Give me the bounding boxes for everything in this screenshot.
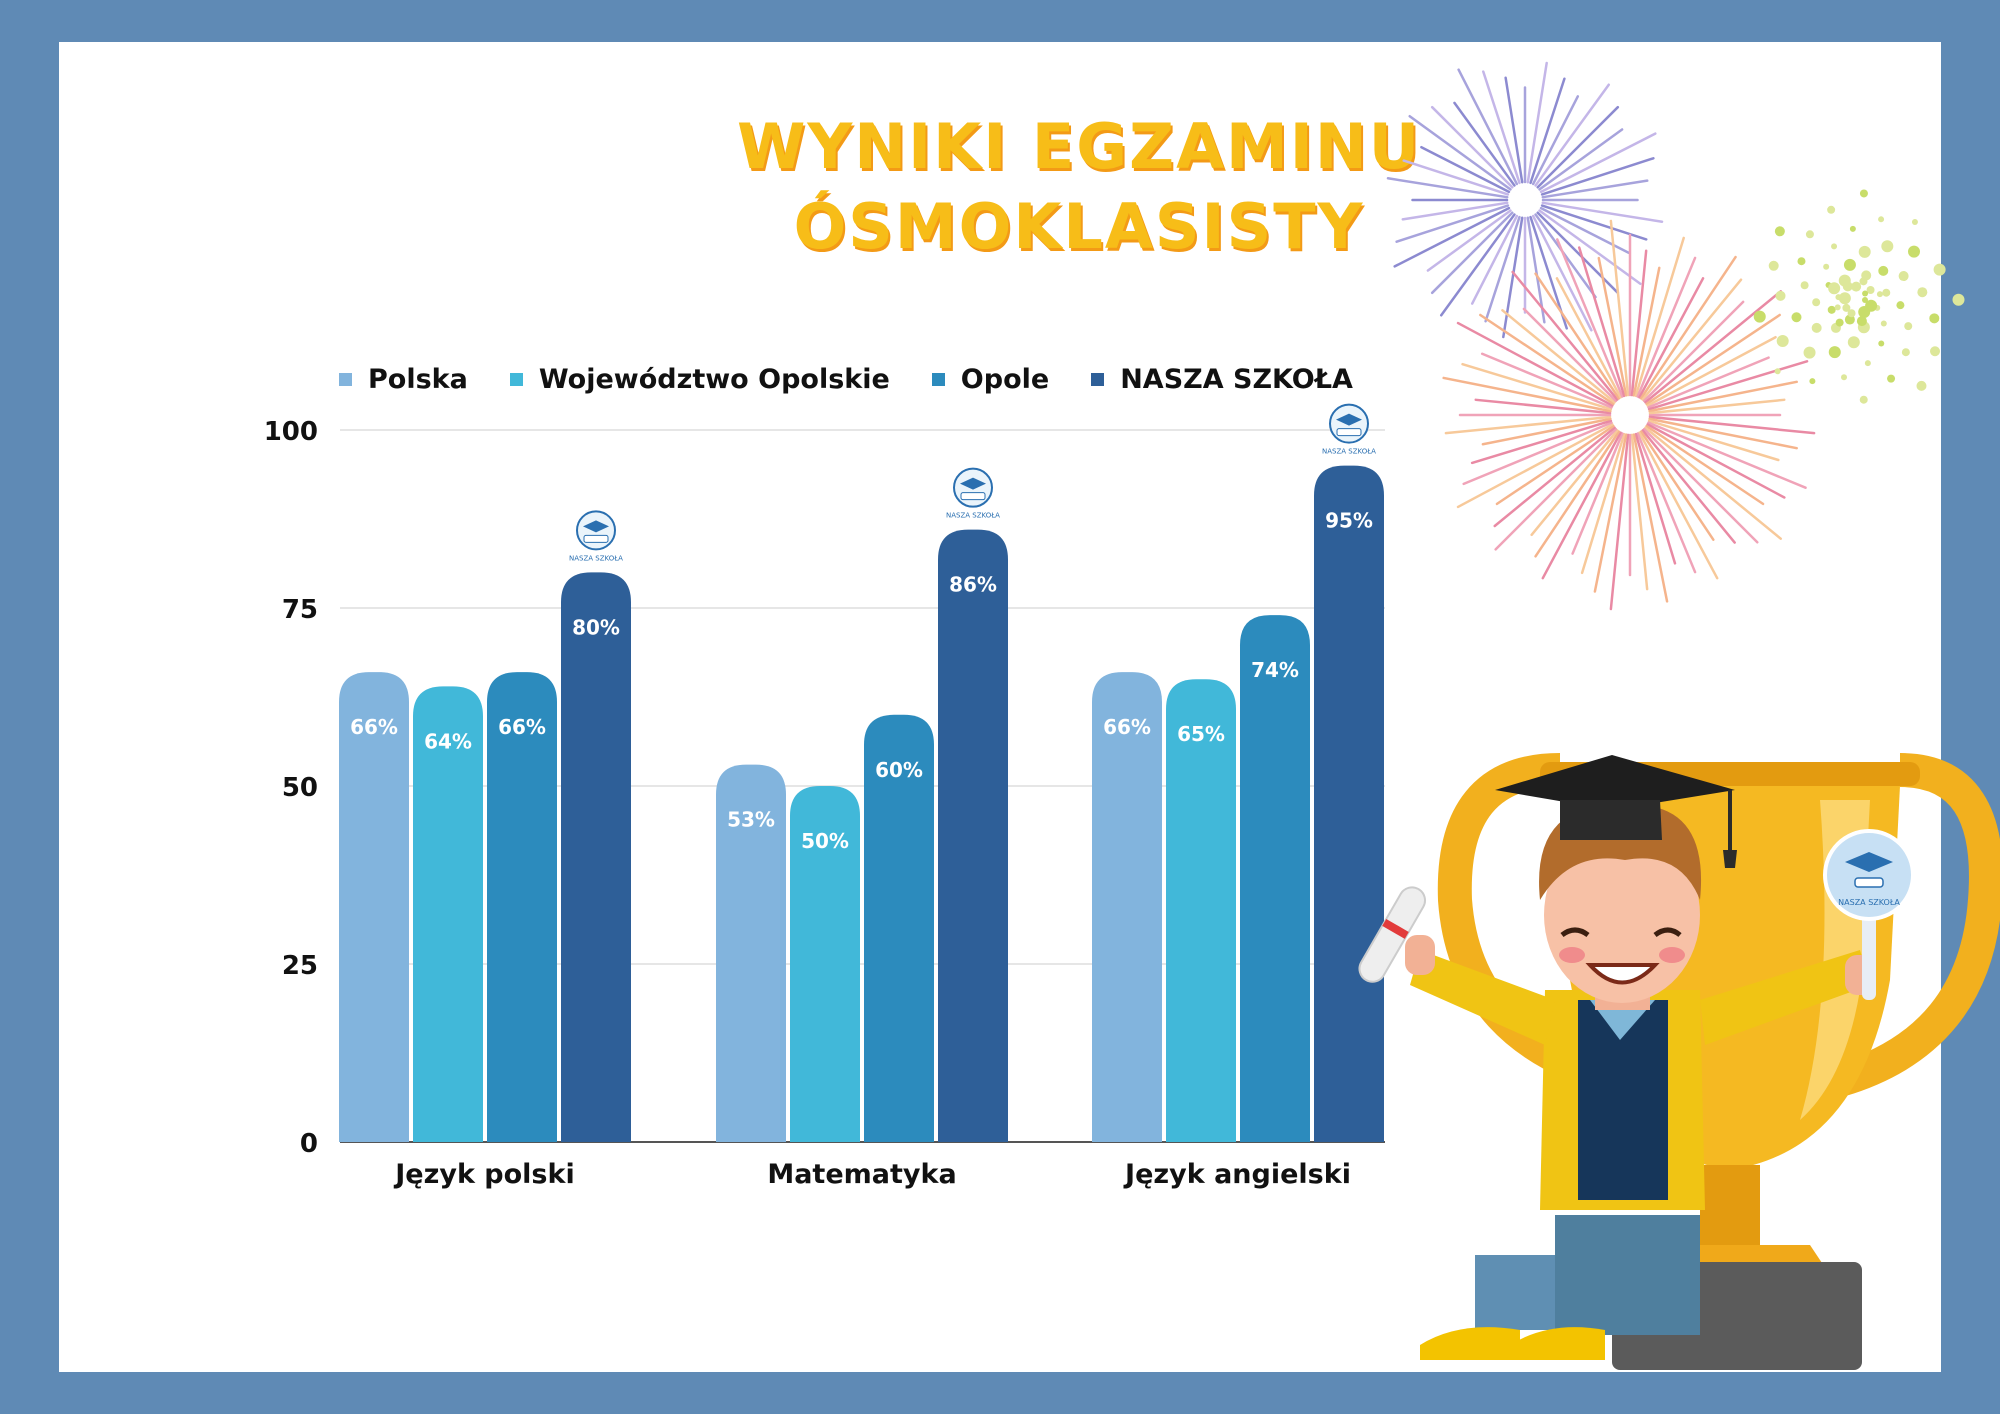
- legend-item-nasza-szkola: NASZA SZKOŁA: [1091, 364, 1353, 395]
- x-category-label: Język angielski: [1123, 1159, 1351, 1190]
- bar: [1240, 615, 1310, 1142]
- bar-value-label: 53%: [727, 808, 775, 832]
- bar: [1092, 672, 1162, 1142]
- legend-swatch-opole: [931, 373, 945, 386]
- firework-pink-icon: [1442, 219, 1816, 611]
- legend-label-opole: Opole: [960, 364, 1050, 395]
- legend-swatch-nasza-szkola: [1091, 373, 1105, 386]
- bar: [864, 714, 934, 1142]
- y-tick-label: 50: [282, 773, 318, 803]
- bar-value-label: 95%: [1325, 509, 1373, 533]
- title-line-2: ÓSMOKLASISTY: [793, 190, 1365, 263]
- x-category-label: Język polski: [393, 1159, 574, 1190]
- bar-value-label: 66%: [1103, 715, 1151, 739]
- legend-label-wojewodztwo: Województwo Opolskie: [538, 364, 890, 395]
- legend-item-opole: Opole: [931, 364, 1050, 395]
- bar: [790, 786, 860, 1142]
- bar-value-label: 66%: [498, 715, 546, 739]
- legend-item-wojewodztwo: Województwo Opolskie: [509, 364, 890, 395]
- diploma-icon: [1358, 886, 1426, 983]
- x-category-label: Matematyka: [767, 1159, 956, 1190]
- legend-swatch-polska: [339, 373, 352, 386]
- y-tick-label: 100: [264, 417, 318, 447]
- bar-value-label: 64%: [424, 729, 472, 753]
- bar-value-label: 60%: [875, 758, 923, 782]
- poster-title: WYNIKI EGZAMINU ÓSMOKLASISTY: [659, 107, 1499, 267]
- y-tick-label: 0: [300, 1129, 318, 1159]
- bar: [716, 764, 786, 1142]
- bar: [1166, 679, 1236, 1142]
- bar-value-label: 65%: [1177, 722, 1225, 746]
- y-tick-label: 25: [282, 951, 318, 981]
- bar-value-label: 74%: [1251, 658, 1299, 682]
- bar: [487, 672, 557, 1142]
- bar: [413, 686, 483, 1142]
- legend-item-polska: Polska: [339, 364, 468, 395]
- y-axis-ticks: 0 25 50 75 100: [264, 417, 318, 1159]
- legend-label-nasza-szkola: NASZA SZKOŁA: [1120, 364, 1353, 395]
- bar-value-label: 50%: [801, 829, 849, 853]
- school-badge-caption: NASZA SZKOŁA: [569, 554, 623, 562]
- school-badge-icon: NASZA SZKOŁA: [569, 510, 623, 562]
- school-badge-icon: NASZA SZKOŁA: [946, 467, 1000, 520]
- bar: [561, 572, 631, 1142]
- bar: [938, 529, 1008, 1142]
- chart-legend: Polska Województwo Opolskie Opole NASZA …: [339, 364, 1395, 395]
- svg-text:NASZA SZKOŁA: NASZA SZKOŁA: [1838, 898, 1900, 907]
- legend-swatch-wojewodztwo: [509, 373, 523, 386]
- title-line-1: WYNIKI EGZAMINU: [736, 110, 1422, 183]
- bar-value-label: 80%: [572, 615, 620, 639]
- school-badge-icon: NASZA SZKOŁA: [1322, 403, 1376, 456]
- legend-label-polska: Polska: [368, 364, 468, 395]
- y-tick-label: 75: [282, 595, 318, 625]
- x-axis-categories: Język polski Matematyka Język angielski: [393, 1159, 1351, 1190]
- bars: 66% 64% 66% 80% NASZA SZKOŁA 53% 50% 60% 86% NASZ…: [339, 403, 1384, 1143]
- bar-value-label: 66%: [350, 715, 398, 739]
- school-badge-caption: NASZA SZKOŁA: [1322, 448, 1376, 456]
- firework-purple-icon: [1386, 61, 1664, 339]
- school-badge-sign-icon: NASZA SZKOŁA: [1823, 829, 1915, 1000]
- school-badge-caption: NASZA SZKOŁA: [946, 512, 1000, 520]
- bar-value-label: 86%: [949, 573, 997, 597]
- bar: [339, 672, 409, 1142]
- firework-green-icon: [1753, 189, 1965, 404]
- student-illustration: NASZA SZKOŁA: [1358, 755, 1915, 1360]
